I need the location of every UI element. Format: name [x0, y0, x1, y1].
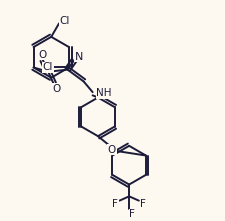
- Text: N: N: [75, 52, 83, 62]
- Text: NH: NH: [97, 88, 112, 98]
- Text: F: F: [112, 199, 118, 209]
- Text: O: O: [108, 145, 116, 155]
- Text: Cl: Cl: [43, 63, 53, 72]
- Text: F: F: [129, 209, 135, 219]
- Text: F: F: [140, 199, 146, 209]
- Text: Cl: Cl: [59, 16, 70, 26]
- Text: O: O: [52, 84, 60, 94]
- Text: O: O: [39, 50, 47, 60]
